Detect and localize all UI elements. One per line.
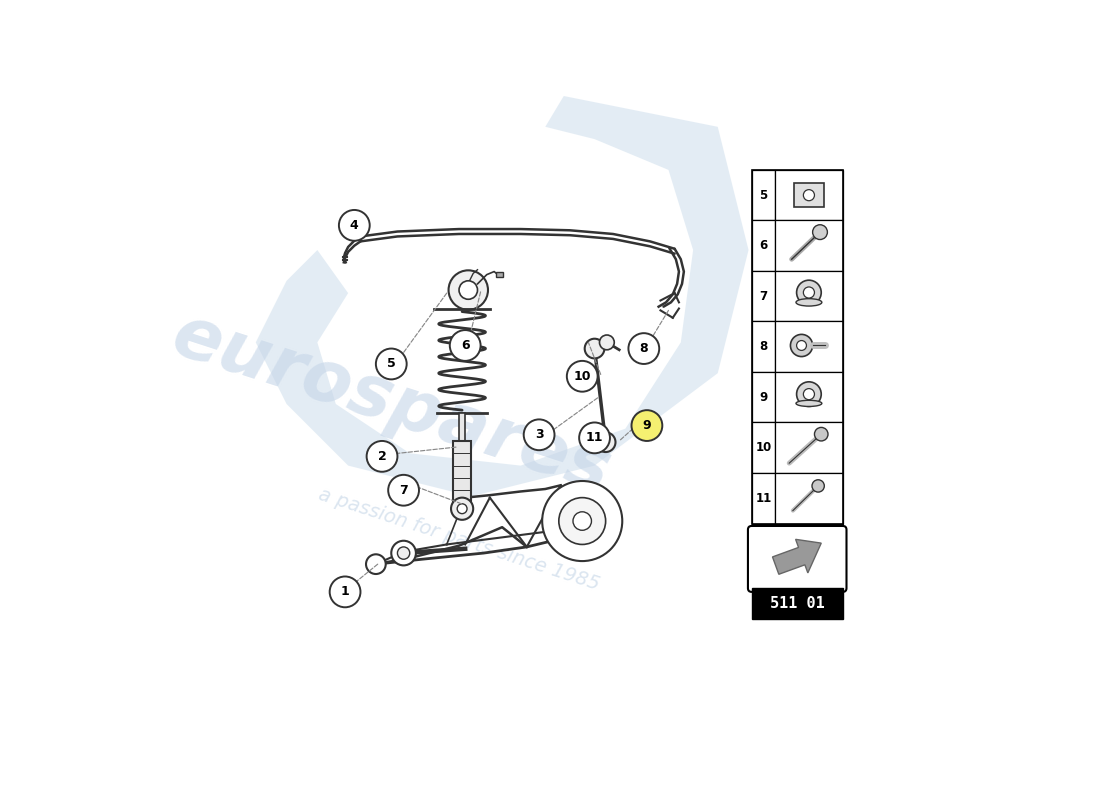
Circle shape: [796, 382, 822, 406]
Circle shape: [813, 225, 827, 239]
Bar: [496, 272, 504, 277]
Circle shape: [524, 419, 554, 450]
Text: 11: 11: [756, 492, 771, 505]
Circle shape: [392, 541, 416, 566]
Circle shape: [542, 481, 623, 561]
Text: 9: 9: [759, 390, 768, 404]
Circle shape: [585, 338, 604, 358]
Circle shape: [579, 422, 609, 454]
Text: 5: 5: [759, 189, 768, 202]
Bar: [751, 170, 843, 523]
Text: 10: 10: [756, 442, 771, 454]
Text: 1: 1: [341, 586, 350, 598]
Polygon shape: [255, 96, 748, 496]
Text: 9: 9: [642, 419, 651, 432]
Circle shape: [366, 441, 397, 472]
Text: 4: 4: [350, 219, 359, 232]
Text: 2: 2: [377, 450, 386, 463]
Text: 8: 8: [759, 340, 768, 354]
Circle shape: [458, 504, 468, 514]
Bar: [751, 271, 776, 322]
Bar: [751, 422, 776, 473]
Bar: [459, 414, 465, 441]
Circle shape: [796, 280, 822, 305]
Circle shape: [559, 498, 606, 545]
Bar: [751, 372, 776, 422]
Bar: [793, 183, 824, 207]
Bar: [751, 170, 776, 221]
Bar: [776, 422, 843, 473]
Circle shape: [330, 577, 361, 607]
FancyBboxPatch shape: [748, 526, 847, 592]
Circle shape: [803, 287, 814, 298]
Circle shape: [596, 432, 616, 452]
Bar: [776, 221, 843, 271]
Text: 6: 6: [461, 339, 470, 352]
Bar: [776, 322, 843, 372]
Text: 11: 11: [586, 431, 603, 444]
Circle shape: [631, 410, 662, 441]
Text: 3: 3: [535, 428, 543, 442]
Text: 5: 5: [387, 358, 396, 370]
Circle shape: [451, 498, 473, 520]
Circle shape: [814, 427, 828, 441]
Circle shape: [459, 281, 477, 299]
Circle shape: [388, 475, 419, 506]
Circle shape: [573, 512, 592, 530]
Polygon shape: [772, 539, 822, 574]
Circle shape: [339, 210, 370, 241]
Text: 6: 6: [759, 239, 768, 252]
Circle shape: [628, 333, 659, 364]
Bar: [751, 473, 776, 523]
Circle shape: [796, 341, 806, 350]
Text: 7: 7: [759, 290, 768, 302]
Circle shape: [376, 349, 407, 379]
Bar: [751, 221, 776, 271]
Text: 511 01: 511 01: [770, 596, 825, 611]
Bar: [776, 473, 843, 523]
Circle shape: [812, 480, 824, 492]
Text: 10: 10: [573, 370, 591, 382]
Circle shape: [803, 190, 814, 201]
Circle shape: [803, 389, 814, 400]
Circle shape: [449, 270, 488, 310]
Ellipse shape: [796, 400, 822, 406]
Bar: [751, 322, 776, 372]
Circle shape: [566, 361, 597, 392]
Circle shape: [397, 547, 409, 559]
Bar: [776, 372, 843, 422]
Circle shape: [791, 334, 813, 357]
Ellipse shape: [796, 298, 822, 306]
Circle shape: [450, 330, 481, 361]
Circle shape: [600, 335, 614, 350]
Bar: [751, 588, 843, 619]
Bar: [453, 441, 471, 502]
Text: 8: 8: [639, 342, 648, 355]
Bar: [776, 271, 843, 322]
Text: eurospares: eurospares: [164, 301, 619, 507]
Text: 7: 7: [399, 484, 408, 497]
Text: a passion for parts since 1985: a passion for parts since 1985: [316, 485, 602, 594]
Bar: [776, 170, 843, 221]
Circle shape: [366, 554, 386, 574]
